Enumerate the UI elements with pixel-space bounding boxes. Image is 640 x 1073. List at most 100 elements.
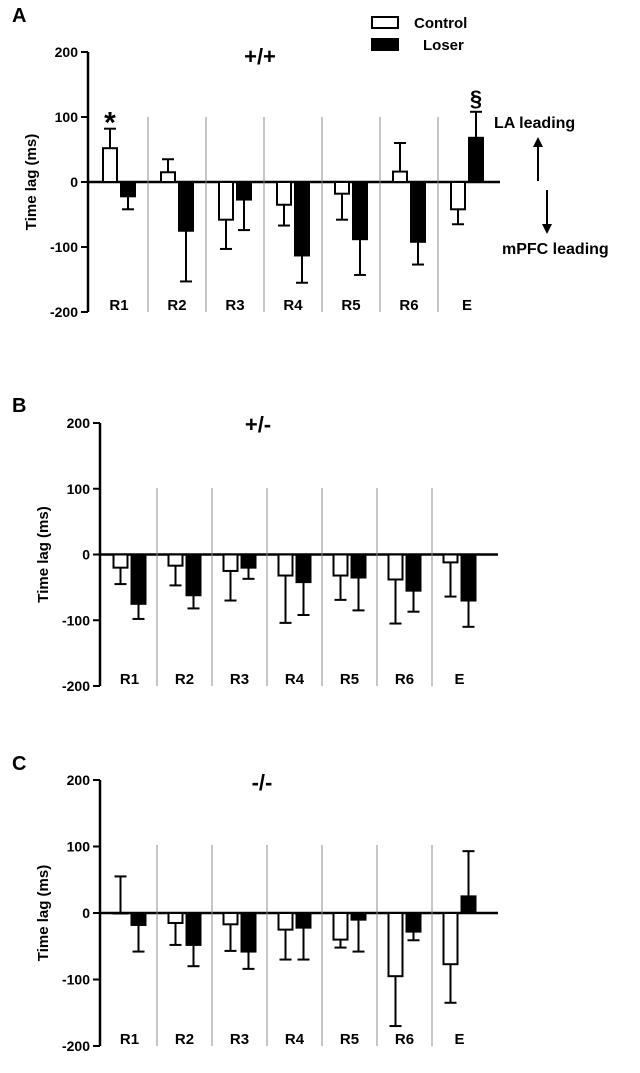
y-tick-label: 0: [82, 547, 90, 563]
panel-title: -/-: [252, 770, 273, 795]
x-tick-label: R3: [230, 671, 249, 688]
bar-loser: [350, 912, 367, 921]
y-tick-label: 0: [82, 905, 90, 921]
bar-loser: [185, 912, 202, 946]
y-tick-label: -100: [62, 972, 90, 988]
legend-swatch-control: [371, 16, 399, 29]
panel-title: +/-: [245, 412, 271, 437]
legend: Control Loser: [371, 15, 467, 54]
x-tick-label: R2: [175, 671, 194, 688]
direction-annotation: LA leading mPFC leading: [494, 115, 609, 258]
panel-letter: C: [12, 753, 26, 775]
bar-loser: [295, 912, 312, 929]
up-arrow: [533, 137, 543, 181]
x-tick-label: R6: [395, 671, 414, 688]
bar-loser: [295, 553, 312, 584]
panel-c: C -/- -200 -100 0 100 200 Time lag (ms) R1 R2 R3 R4…: [12, 753, 498, 1054]
bar-control: [450, 181, 466, 211]
bar-loser: [405, 553, 422, 592]
x-tick-label: R5: [340, 1031, 359, 1048]
y-tick-label: -200: [62, 678, 90, 694]
bar-control: [332, 553, 349, 577]
legend-label-loser: Loser: [423, 37, 464, 54]
x-tick-label: R5: [340, 671, 359, 688]
bar-control: [442, 912, 459, 966]
bar-control: [277, 912, 294, 931]
bar-loser: [130, 912, 147, 926]
panel-title: +/+: [244, 44, 276, 69]
bar-control: [102, 147, 118, 183]
la-leading-label: LA leading: [494, 115, 575, 132]
legend-label-control: Control: [414, 15, 467, 32]
y-tick-label: -200: [62, 1038, 90, 1054]
legend-swatch-loser: [371, 38, 399, 51]
y-axis-label: Time lag (ms): [23, 134, 40, 230]
x-tick-label: R2: [167, 297, 186, 314]
significance-marker: *: [104, 107, 116, 140]
bar-loser: [350, 553, 367, 579]
bar-control: [442, 553, 459, 564]
x-tick-label: R4: [283, 297, 303, 314]
bar-loser: [240, 912, 257, 953]
y-tick-label: 100: [67, 839, 91, 855]
mpfc-leading-label: mPFC leading: [502, 241, 609, 258]
y-axis-label: Time lag (ms): [35, 506, 52, 602]
bar-loser: [185, 553, 202, 597]
bar-control: [276, 181, 292, 206]
bar-control: [392, 170, 408, 184]
bar-control: [112, 912, 129, 915]
y-tick-label: 200: [67, 415, 91, 431]
bar-loser: [240, 553, 257, 569]
bar-loser: [460, 895, 477, 914]
bar-loser: [178, 181, 194, 232]
x-tick-label: R5: [341, 297, 360, 314]
x-tick-label: R3: [225, 297, 244, 314]
bar-loser: [460, 553, 477, 602]
x-tick-label: R4: [285, 1031, 305, 1048]
bar-control: [160, 171, 176, 183]
panel-letter: B: [12, 395, 26, 417]
bar-control: [332, 912, 349, 941]
bar-loser: [468, 136, 484, 184]
bar-loser: [294, 181, 310, 257]
panel-letter: A: [12, 5, 26, 27]
bar-control: [222, 553, 239, 572]
y-tick-label: -200: [50, 304, 78, 320]
x-tick-label: R3: [230, 1031, 249, 1048]
y-tick-label: 0: [70, 174, 78, 190]
bar-control: [167, 553, 184, 567]
significance-marker: §: [470, 86, 482, 111]
x-tick-label: E: [454, 671, 464, 688]
bar-control: [218, 181, 234, 221]
bar-control: [167, 912, 184, 924]
x-tick-label: R6: [395, 1031, 414, 1048]
bar-loser: [130, 553, 147, 605]
y-tick-label: 100: [55, 109, 79, 125]
y-tick-label: 100: [67, 481, 91, 497]
bar-control: [387, 553, 404, 581]
x-tick-label: E: [462, 297, 472, 314]
y-tick-label: -100: [50, 239, 78, 255]
bar-control: [112, 553, 129, 569]
x-tick-label: R2: [175, 1031, 194, 1048]
y-tick-label: -100: [62, 612, 90, 628]
bar-control: [334, 181, 350, 195]
panels: A +/+ -200 -100 0 100 200 Time lag (ms) R1 R2 R3 R4…: [12, 5, 500, 1054]
bar-loser: [352, 181, 368, 241]
y-tick-label: 200: [55, 44, 79, 60]
x-tick-label: R1: [120, 671, 139, 688]
x-tick-label: R1: [120, 1031, 139, 1048]
bar-control: [277, 553, 294, 577]
down-arrow: [542, 190, 552, 234]
x-tick-label: E: [454, 1031, 464, 1048]
bar-control: [222, 912, 239, 926]
y-tick-label: 200: [67, 772, 91, 788]
legend-item-control: Control: [371, 15, 467, 32]
x-tick-label: R1: [109, 297, 128, 314]
bar-loser: [120, 181, 136, 198]
panel-a: A +/+ -200 -100 0 100 200 Time lag (ms) R1 R2 R3 R4…: [12, 5, 500, 320]
bar-loser: [236, 181, 252, 201]
legend-item-loser: Loser: [371, 37, 464, 54]
y-axis-label: Time lag (ms): [35, 865, 52, 961]
